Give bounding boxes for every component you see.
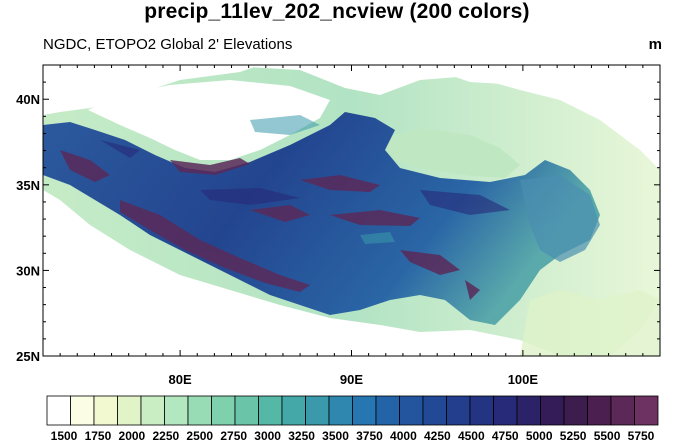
colorbar-labels: 1500 1750 2000 2250 2500 2750 3000 3250 3500 3750… [51,429,655,442]
colorbar-label: 2000 [119,429,146,442]
plateau-basins [250,115,395,244]
colorbar [46,395,659,426]
colorbar-label: 2750 [220,429,247,442]
colorbar-label: 4250 [424,429,451,442]
colorbar-swatch [399,395,424,426]
colorbar-swatch [328,395,353,426]
chart-title: precip_11lev_202_ncview (200 colors) [144,0,530,23]
colorbar-swatch [540,395,565,426]
colorbar-swatch [164,395,189,426]
colorbar-swatch [140,395,165,426]
colorbar-swatch [563,395,588,426]
longitude-tick-label: 100E [508,372,539,387]
colorbar-swatch [469,395,494,426]
colorbar-swatch [493,395,518,426]
colorbar-swatch [610,395,635,426]
latitude-tick-label: 25N [16,349,40,364]
axis-ticks [42,64,661,357]
colorbar-swatch [305,395,330,426]
elevation-field [43,65,660,356]
tarim-basin [43,65,260,115]
colorbar-label: 4500 [458,429,485,442]
colorbar-swatch [375,395,400,426]
colorbar-swatch [634,395,659,426]
colorbar-swatch [46,395,71,426]
colorbar-label: 4000 [390,429,417,442]
colorbar-label: 3000 [254,429,281,442]
chart-subtitle: NGDC, ETOPO2 Global 2' Elevations [43,36,293,53]
latitude-tick-label: 30N [16,263,40,278]
colorbar-swatch [258,395,283,426]
qaidam-basin [380,128,520,178]
tarim-basin-core [88,80,330,160]
colorbar-swatch [211,395,236,426]
colorbar-label: 3250 [288,429,315,442]
latitude-tick-label: 35N [16,178,40,193]
colorbar-label: 5750 [628,429,655,442]
units-label: m [648,36,662,53]
colorbar-label: 1750 [85,429,112,442]
colorbar-swatch [234,395,259,426]
colorbar-swatch [446,395,471,426]
colorbar-label: 5000 [526,429,553,442]
latitude-labels: 40N 35N 30N 25N [16,92,40,364]
longitude-labels: 80E 90E 100E [169,372,539,387]
colorbar-label: 2500 [186,429,213,442]
colorbar-label: 5500 [594,429,621,442]
latitude-tick-label: 40N [16,92,40,107]
colorbar-swatch [70,395,95,426]
longitude-tick-label: 90E [340,372,363,387]
colorbar-swatch [281,395,306,426]
colorbar-swatch [187,395,212,426]
colorbar-label: 4750 [492,429,519,442]
colorbar-label: 1500 [51,429,78,442]
southern-foothills [520,290,660,356]
colorbar-swatch [93,395,118,426]
colorbar-swatch [117,395,142,426]
colorbar-label: 5250 [560,429,587,442]
eastern-margin [520,175,600,262]
colorbar-swatch [516,395,541,426]
high-ranges [60,150,480,300]
longitude-tick-label: 80E [169,372,192,387]
colorbar-swatch [587,395,612,426]
colorbar-swatch [352,395,377,426]
colorbar-label: 3500 [322,429,349,442]
colorbar-label: 2250 [152,429,179,442]
northeast-lowland [420,65,660,110]
tibetan-plateau [43,112,600,325]
colorbar-swatch [422,395,447,426]
ranges-secondary [100,140,510,215]
colorbar-label: 3750 [356,429,383,442]
